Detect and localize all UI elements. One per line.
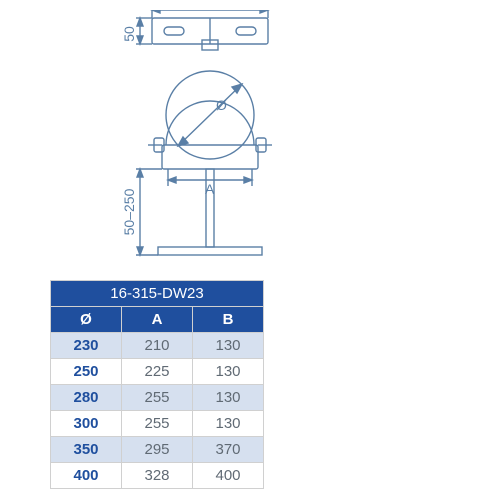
cell-a: 225 bbox=[122, 359, 193, 385]
cell-a: 295 bbox=[122, 437, 193, 463]
cell-diameter: 250 bbox=[51, 359, 122, 385]
cell-diameter: 280 bbox=[51, 385, 122, 411]
dim-label-50: 50 bbox=[121, 26, 137, 42]
dim-label-range: 50–250 bbox=[121, 188, 137, 235]
cell-b: 130 bbox=[193, 411, 264, 437]
top-slot-left bbox=[164, 27, 184, 35]
table-row: 300255130 bbox=[51, 411, 264, 437]
cell-b: 130 bbox=[193, 385, 264, 411]
technical-drawing: B 50 Ø A 50–250 bbox=[40, 10, 340, 270]
cell-b: 370 bbox=[193, 437, 264, 463]
cell-diameter: 230 bbox=[51, 333, 122, 359]
cell-b: 400 bbox=[193, 463, 264, 489]
clamp-body bbox=[162, 145, 258, 169]
dimension-table: 16-315-DW23 Ø A B 2302101302502251302802… bbox=[50, 280, 264, 489]
table-row: 280255130 bbox=[51, 385, 264, 411]
dim-label-phi: Ø bbox=[216, 97, 227, 113]
cell-b: 130 bbox=[193, 333, 264, 359]
table-title: 16-315-DW23 bbox=[51, 281, 264, 307]
col-diameter: Ø bbox=[51, 307, 122, 333]
cell-diameter: 300 bbox=[51, 411, 122, 437]
base-plate bbox=[158, 247, 262, 255]
table-row: 230210130 bbox=[51, 333, 264, 359]
cell-a: 255 bbox=[122, 411, 193, 437]
dim-label-a: A bbox=[205, 181, 215, 197]
clamp-arc bbox=[166, 101, 254, 145]
cell-diameter: 350 bbox=[51, 437, 122, 463]
col-b: B bbox=[193, 307, 264, 333]
table-row: 250225130 bbox=[51, 359, 264, 385]
cell-diameter: 400 bbox=[51, 463, 122, 489]
cell-a: 210 bbox=[122, 333, 193, 359]
table-row: 400328400 bbox=[51, 463, 264, 489]
cell-b: 130 bbox=[193, 359, 264, 385]
diameter-line bbox=[178, 84, 242, 146]
cell-a: 255 bbox=[122, 385, 193, 411]
table-row: 350295370 bbox=[51, 437, 264, 463]
cell-a: 328 bbox=[122, 463, 193, 489]
col-a: A bbox=[122, 307, 193, 333]
top-slot-right bbox=[236, 27, 256, 35]
